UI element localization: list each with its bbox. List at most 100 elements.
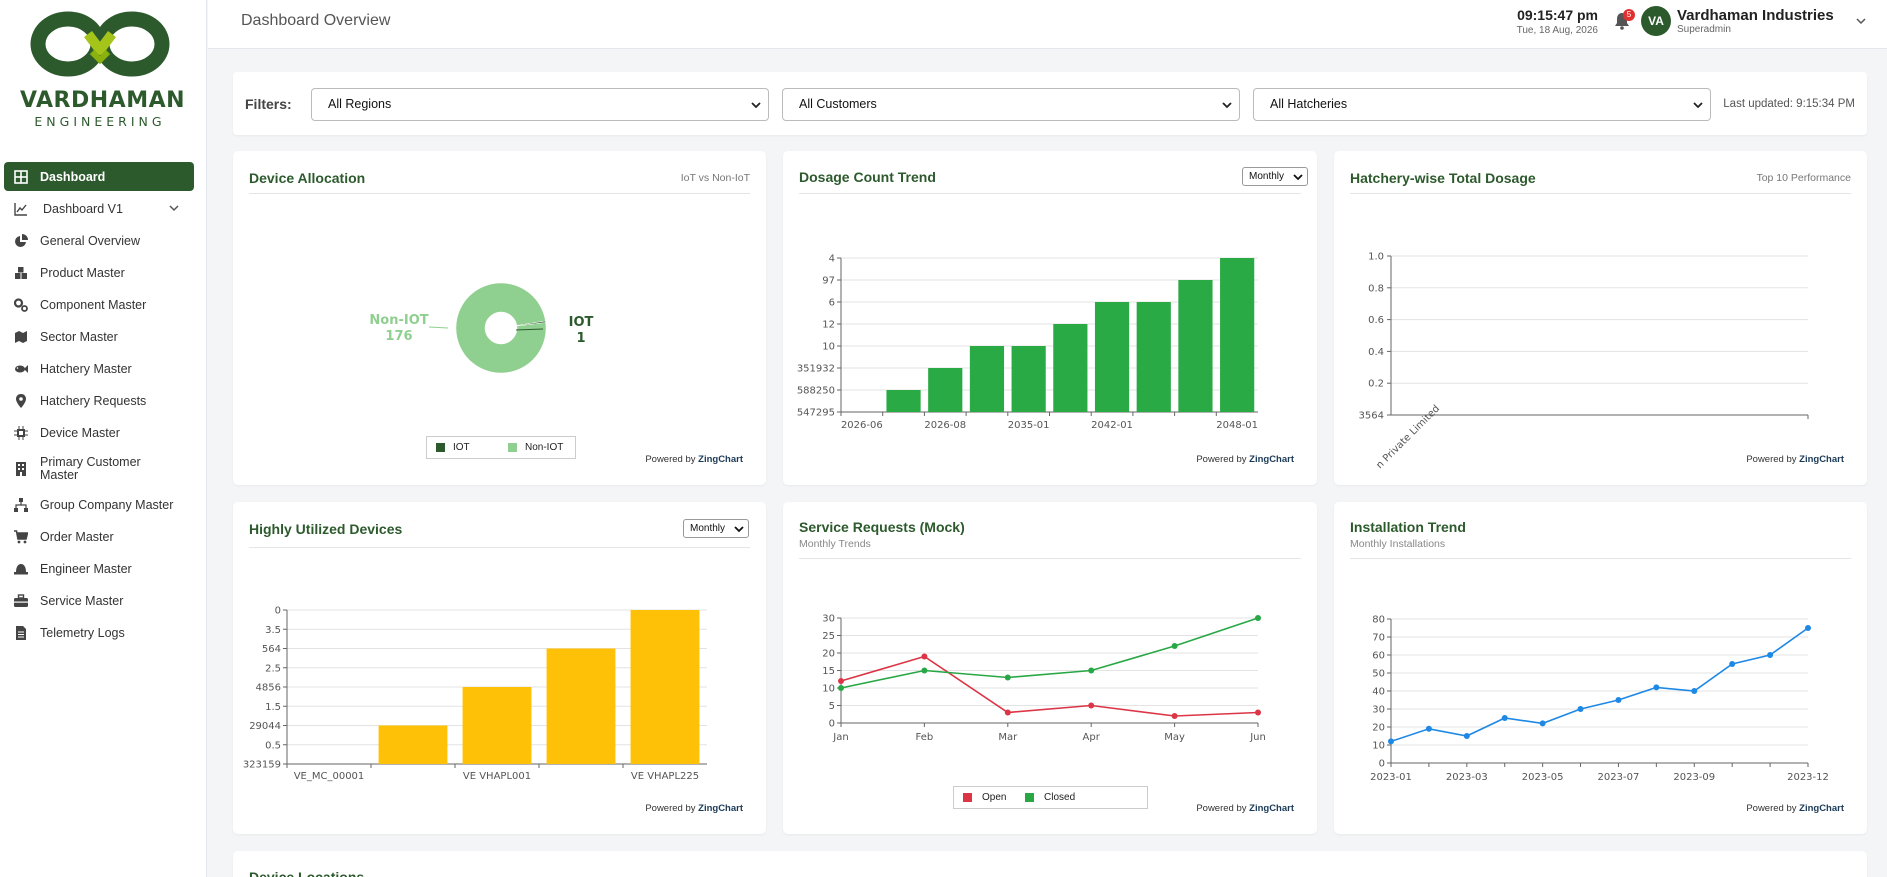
sidebar-item-product-master[interactable]: Product Master: [4, 259, 194, 287]
powered-brand: ZingChart: [1799, 803, 1844, 814]
data-point: [1729, 661, 1736, 667]
x-tick-label: Mar: [998, 732, 1018, 743]
y-tick-label: 0.8: [1368, 283, 1384, 294]
powered-prefix: Powered by: [645, 803, 696, 814]
region-select[interactable]: All Regions: [311, 88, 769, 121]
region-select-value: All Regions: [328, 97, 392, 111]
period-select[interactable]: Monthly: [1242, 167, 1308, 186]
toolbox-icon: [14, 594, 28, 607]
legend-label: Closed: [1044, 792, 1076, 803]
sidebar-item-label: General Overview: [40, 234, 141, 248]
data-point: [921, 653, 928, 660]
y-tick-label: 15: [822, 666, 835, 677]
powered-by[interactable]: Powered by ZingChart: [645, 454, 743, 465]
y-tick-label: 0: [275, 606, 281, 617]
sidebar-item-label: Service Master: [40, 594, 124, 608]
user-name[interactable]: Vardhaman Industries: [1677, 7, 1834, 24]
powered-prefix: Powered by: [645, 454, 696, 465]
sidebar-item-sector-master[interactable]: Sector Master: [4, 323, 194, 351]
sidebar-item-hatchery-requests[interactable]: Hatchery Requests: [4, 387, 194, 415]
data-point: [1463, 733, 1470, 739]
chevron-down-icon: [734, 526, 744, 533]
infinity-logo-icon: [30, 11, 170, 77]
sidebar-item-group-company-master[interactable]: Group Company Master: [4, 491, 194, 519]
x-tick-label: VE VHAPL225: [631, 771, 699, 782]
chip-icon: [14, 426, 28, 440]
sidebar-item-label: Hatchery Requests: [40, 394, 147, 408]
map-icon: [15, 331, 27, 343]
legend-label: Open: [982, 792, 1007, 803]
customer-select-value: All Customers: [799, 97, 877, 111]
page-title: Dashboard Overview: [241, 12, 391, 29]
sidebar-item-service-master[interactable]: Service Master: [4, 587, 194, 615]
sidebar-item-order-master[interactable]: Order Master: [4, 523, 194, 551]
sidebar-item-device-master[interactable]: Device Master: [4, 419, 194, 447]
brand-logo[interactable]: VARDHAMAN ENGINEERING: [20, 6, 186, 129]
y-tick-label: 10: [1372, 741, 1385, 752]
sidebar-item-engineer-master[interactable]: Engineer Master: [4, 555, 194, 583]
divider: [249, 547, 750, 548]
bar: [1094, 302, 1130, 412]
y-tick-label: 323159: [243, 760, 281, 771]
y-tick-label: 30: [1372, 705, 1385, 716]
chevron-down-icon: [1293, 174, 1303, 181]
sidebar-item-general-overview[interactable]: General Overview: [4, 227, 194, 255]
card-title: Installation Trend: [1350, 519, 1466, 535]
gears-icon: [14, 298, 28, 312]
data-point: [1805, 625, 1811, 631]
avatar[interactable]: VA: [1641, 6, 1671, 36]
powered-by[interactable]: Powered by ZingChart: [645, 803, 743, 814]
card-service-requests: Service Requests (Mock) Monthly Trends 0…: [783, 502, 1317, 834]
sidebar-item-hatchery-master[interactable]: Hatchery Master: [4, 355, 194, 383]
customer-select[interactable]: All Customers: [782, 88, 1240, 121]
y-tick-label: 10: [822, 342, 835, 353]
powered-by[interactable]: Powered by ZingChart: [1196, 454, 1294, 465]
x-tick-label: 2035-01: [1008, 420, 1050, 431]
pie-label: IOT: [569, 315, 594, 330]
powered-brand: ZingChart: [698, 454, 743, 465]
sidebar-item-component-master[interactable]: Component Master: [4, 291, 194, 319]
hatchery-select[interactable]: All Hatcheries: [1253, 88, 1711, 121]
x-tick-label: Jun: [1249, 732, 1266, 743]
y-tick-label: 70: [1372, 633, 1385, 644]
x-tick-label: 2048-01: [1216, 420, 1258, 431]
card-installation-trend: Installation Trend Monthly Installations…: [1334, 502, 1867, 834]
period-select-value: Monthly: [1249, 171, 1285, 182]
period-select[interactable]: Monthly: [683, 519, 749, 538]
series-line: [840, 655, 1259, 717]
sitemap-icon: [14, 498, 28, 512]
sidebar-item-label: Hatchery Master: [40, 362, 132, 376]
sidebar-item-label: Component Master: [40, 298, 147, 312]
legend-label: Non-IOT: [525, 442, 564, 453]
sidebar-item-label: Sector Master: [40, 330, 118, 344]
y-tick-label: 0.5: [265, 740, 281, 751]
powered-by[interactable]: Powered by ZingChart: [1196, 803, 1294, 814]
sidebar-item-primary-customer-master[interactable]: Primary Customer Master: [4, 451, 194, 487]
x-tick-label: 2026-06: [841, 420, 883, 431]
sidebar-item-label: Dashboard: [40, 169, 106, 184]
y-tick-label: 3.5: [265, 625, 281, 636]
pin-icon: [16, 394, 26, 408]
x-tick-label: VE VHAPL001: [463, 771, 531, 782]
brand-name: VARDHAMAN: [20, 88, 186, 113]
y-tick-label: 351932: [797, 364, 835, 375]
bar: [969, 346, 1005, 412]
bar: [1053, 324, 1088, 412]
powered-by[interactable]: Powered by ZingChart: [1746, 803, 1844, 814]
powered-brand: ZingChart: [1249, 454, 1294, 465]
sidebar-item-dashboard[interactable]: Dashboard: [4, 162, 194, 191]
sidebar-item-label: Telemetry Logs: [40, 626, 125, 640]
x-tick-label: 2023-09: [1673, 772, 1715, 783]
legend-swatch: [1025, 793, 1034, 802]
bar: [462, 687, 532, 764]
data-point: [1255, 615, 1261, 621]
sidebar-item-label: Product Master: [40, 266, 125, 280]
installation-trend-chart: 0 10 20 30 40 50 60 70 80 2023-01 2023-03 2023-05 20…: [1370, 615, 1829, 784]
sidebar-item-dashboard-v1[interactable]: Dashboard V1: [4, 195, 194, 223]
hatchery-dosage-chart: 3564 0.2 0.4 0.6 0.8 1.0 n Private Limited: [1359, 252, 1809, 471]
powered-by[interactable]: Powered by ZingChart: [1746, 454, 1844, 465]
y-tick-label: 4: [829, 254, 835, 265]
sidebar-item-telemetry-logs[interactable]: Telemetry Logs: [4, 619, 194, 647]
card-subtitle: Monthly Installations: [1350, 538, 1446, 550]
chevron-down-icon[interactable]: [1855, 15, 1867, 27]
